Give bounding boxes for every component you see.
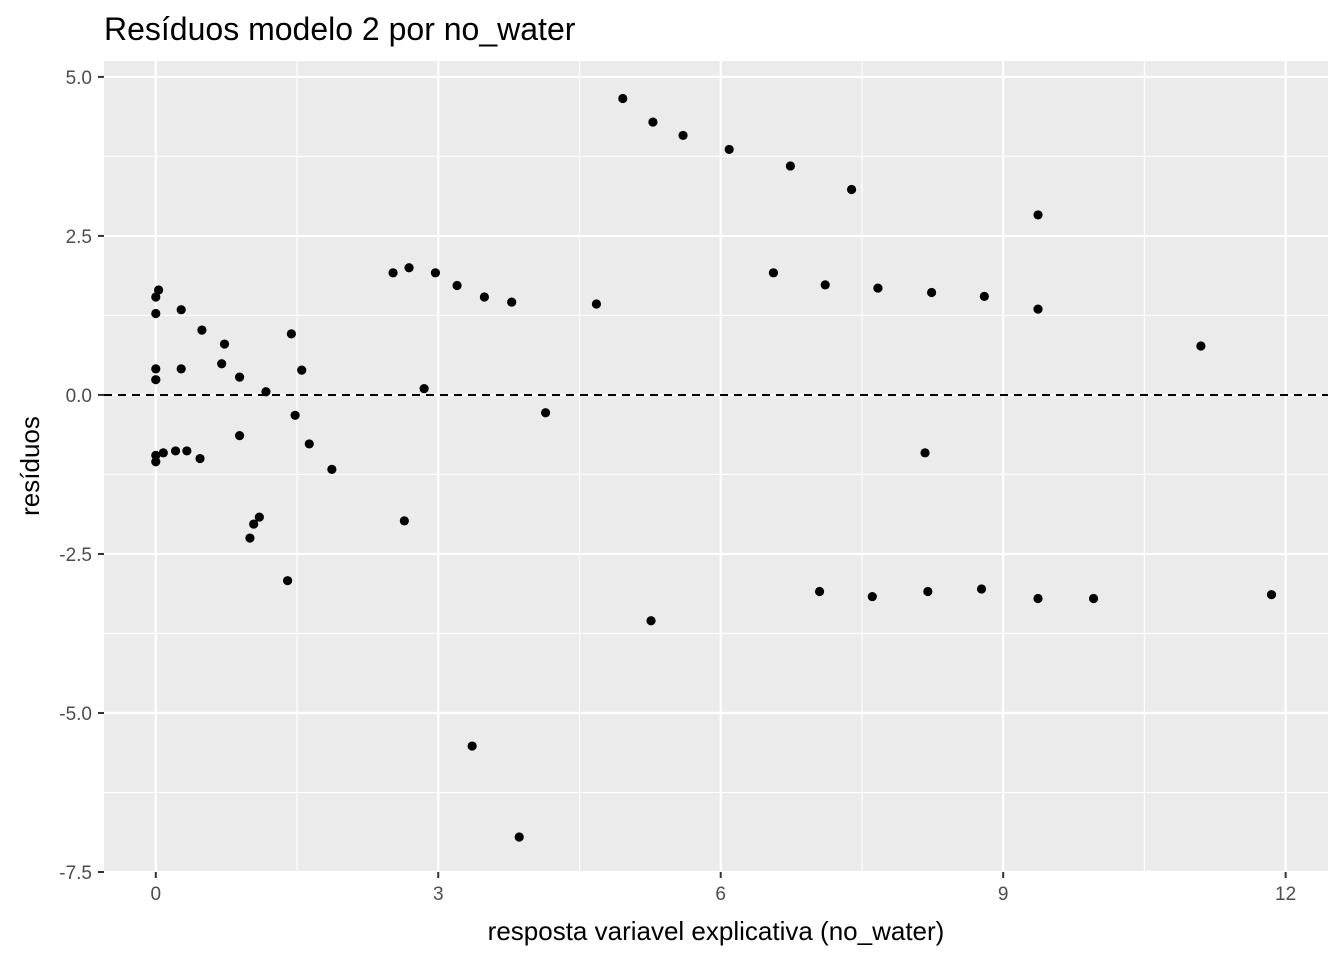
data-point-35	[479, 292, 489, 302]
x-axis: 0 3 6 9 12	[150, 872, 1296, 905]
data-point-34	[467, 741, 477, 751]
data-point-31	[419, 383, 429, 394]
data-point-55	[976, 584, 987, 594]
data-point-57	[1033, 210, 1043, 220]
data-point-41	[646, 616, 656, 626]
data-point-4	[151, 375, 161, 385]
x-tick-label: 9	[998, 884, 1009, 905]
data-point-19	[249, 519, 259, 529]
data-point-9	[182, 446, 192, 456]
data-point-1	[154, 285, 164, 295]
data-point-52	[920, 448, 930, 458]
data-point-20	[254, 512, 264, 522]
data-point-0	[151, 292, 161, 302]
data-point-54	[927, 287, 937, 298]
data-point-11	[176, 305, 186, 315]
y-tick-label: -7.5	[59, 863, 92, 884]
data-point-46	[785, 161, 795, 171]
data-point-10	[195, 453, 205, 464]
data-point-39	[591, 299, 602, 309]
data-point-21	[261, 387, 271, 397]
plot-panel	[104, 61, 1328, 872]
data-point-58	[1033, 304, 1043, 314]
x-tick-label: 6	[715, 884, 726, 905]
data-point-16	[234, 372, 245, 382]
data-point-3	[151, 364, 161, 374]
data-point-2	[151, 308, 161, 319]
y-tick-label: -2.5	[59, 545, 92, 566]
data-point-61	[1196, 341, 1206, 351]
data-point-53	[923, 586, 933, 597]
data-point-44	[724, 144, 734, 155]
x-tick-label: 3	[433, 884, 444, 905]
data-point-7	[158, 448, 168, 458]
x-tick-label: 12	[1275, 884, 1296, 905]
data-point-32	[430, 268, 441, 278]
chart-title: Resíduos modelo 2 por no_water	[104, 11, 576, 47]
y-tick-label: -5.0	[59, 704, 92, 725]
data-point-6	[151, 457, 161, 467]
data-point-40	[618, 93, 628, 104]
data-point-17	[234, 431, 245, 441]
data-point-25	[297, 365, 307, 375]
data-point-22	[283, 576, 293, 586]
data-point-43	[678, 130, 688, 141]
y-tick-label: 0.0	[66, 386, 92, 407]
data-point-48	[820, 280, 830, 290]
data-point-51	[873, 283, 883, 293]
data-point-49	[846, 184, 857, 195]
data-point-36	[507, 297, 517, 307]
data-point-62	[1266, 590, 1277, 600]
x-tick-label: 0	[150, 884, 161, 905]
data-point-8	[170, 446, 181, 456]
data-point-26	[304, 439, 314, 449]
data-points	[151, 93, 1277, 842]
data-point-56	[979, 291, 989, 301]
data-point-23	[286, 329, 296, 339]
data-point-18	[245, 533, 255, 543]
data-point-42	[648, 117, 658, 127]
y-axis-title: resíduos	[15, 416, 45, 516]
data-point-24	[290, 410, 300, 420]
data-point-15	[219, 339, 230, 349]
data-point-28	[388, 268, 398, 278]
data-point-45	[768, 268, 779, 278]
x-axis-title: resposta variavel explicativa (no_water)	[488, 916, 945, 946]
data-point-5	[151, 450, 161, 460]
data-point-38	[540, 408, 551, 418]
major-gridlines	[104, 61, 1328, 874]
data-point-59	[1033, 593, 1043, 604]
data-point-12	[176, 364, 186, 374]
data-point-37	[514, 832, 524, 842]
data-point-30	[404, 263, 414, 273]
minor-gridlines	[104, 61, 1328, 872]
y-tick-label: 5.0	[66, 68, 92, 89]
data-point-27	[327, 464, 337, 474]
y-tick-label: 2.5	[66, 227, 92, 248]
y-axis: 5.0 2.5 0.0 -2.5 -5.0 -7.5	[59, 68, 104, 884]
data-point-29	[399, 516, 409, 526]
data-point-33	[452, 280, 462, 291]
data-point-47	[814, 586, 825, 597]
data-point-13	[197, 325, 207, 335]
data-point-60	[1088, 593, 1099, 604]
data-point-14	[217, 359, 227, 369]
data-point-50	[867, 591, 877, 602]
